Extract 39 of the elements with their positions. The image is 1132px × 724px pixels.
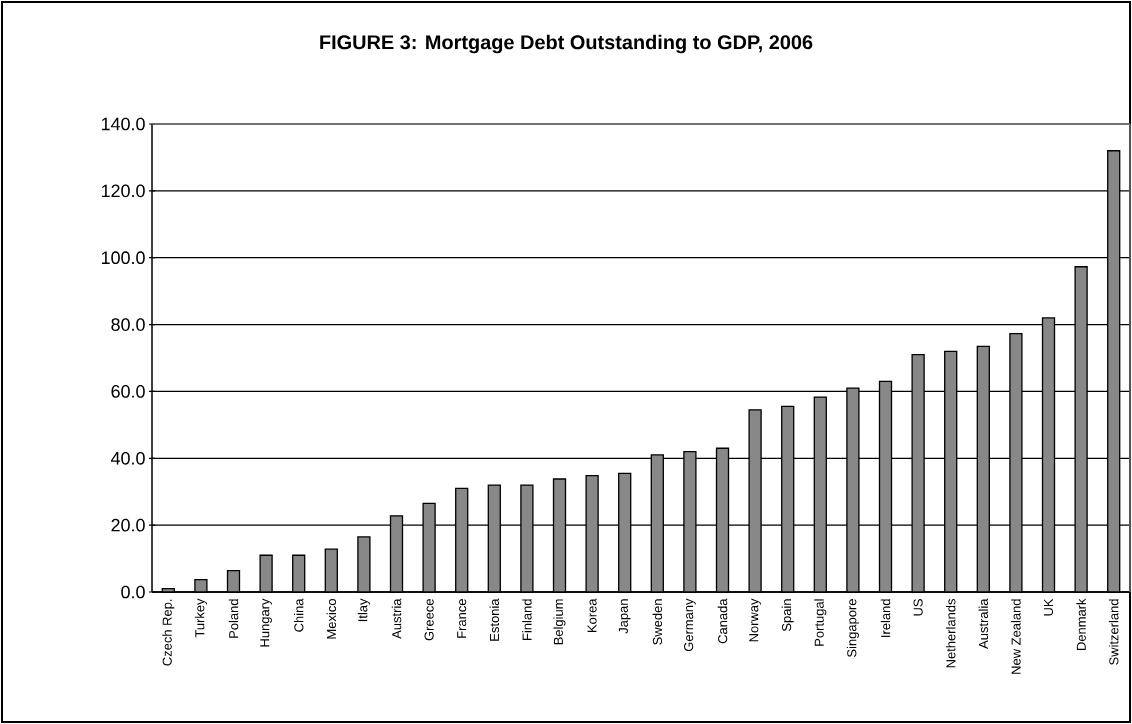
- x-tick-label: France: [457, 599, 467, 638]
- y-tick-label: 140.0: [101, 117, 145, 131]
- y-tick-label: 100.0: [101, 251, 145, 265]
- x-tick-label: Australia: [978, 598, 989, 649]
- x-tick-label: Finland: [522, 599, 532, 640]
- x-tick-label: Belgium: [553, 599, 566, 645]
- x-tick-label: Czech Rep.: [162, 599, 175, 666]
- chart-title: FIGURE 3: Mortgage Debt Outstanding to GDP, 2006: [320, 34, 813, 54]
- x-tick-label: Hungary: [260, 598, 272, 647]
- y-tick-label: 20.0: [111, 518, 145, 532]
- y-tick-label: 40.0: [110, 451, 145, 465]
- x-tick-label: New Zealand: [1011, 599, 1021, 674]
- x-tick-label: Greece: [424, 599, 434, 641]
- x-tick-label: Singapore: [846, 599, 859, 657]
- x-tick-label: Switzerland: [1108, 599, 1119, 665]
- x-tick-label: Austria: [391, 598, 402, 639]
- x-tick-label: Sweden: [652, 599, 663, 645]
- x-tick-label: Turkey: [194, 598, 207, 638]
- x-tick-label: Ireland: [880, 599, 891, 637]
- x-tick-label: Estonia: [489, 598, 500, 641]
- x-tick-label: Canada: [717, 598, 728, 644]
- x-tick-label: Norway: [749, 598, 761, 642]
- x-tick-label: Netherlands: [945, 598, 956, 668]
- y-tick-label: 60.0: [111, 385, 145, 398]
- y-tick-label: 120.0: [101, 184, 145, 198]
- x-tick-label: Itlay: [357, 598, 370, 622]
- x-tick-label: Germany: [684, 598, 696, 652]
- x-tick-label: China: [293, 598, 304, 632]
- x-tick-label: Japan: [618, 599, 631, 634]
- x-tick-label: UK: [1044, 598, 1054, 616]
- x-tick-label: Spain: [781, 599, 794, 632]
- x-tick-label: Portugal: [814, 599, 827, 646]
- x-tick-label: Denmark: [1076, 598, 1086, 650]
- x-tick-label: Poland: [228, 599, 239, 638]
- y-tick-label: 0.0: [121, 585, 145, 599]
- y-tick-label: 80.0: [111, 318, 145, 331]
- x-tick-label: Mexico: [326, 599, 337, 639]
- x-tick-label: US: [913, 599, 923, 616]
- x-tick-label: Korea: [587, 598, 597, 633]
